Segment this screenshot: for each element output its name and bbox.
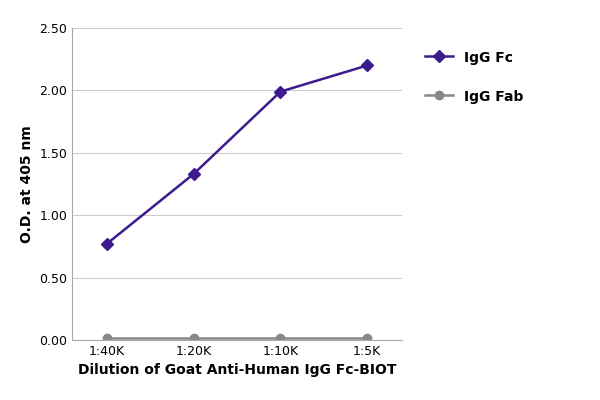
IgG Fc [277, 89, 284, 94]
IgG Fab [103, 335, 110, 340]
Line: IgG Fc: IgG Fc [103, 61, 371, 248]
IgG Fc [364, 63, 371, 68]
IgG Fc [103, 242, 110, 246]
IgG Fab [277, 335, 284, 340]
IgG Fab [190, 335, 197, 340]
IgG Fab [364, 335, 371, 340]
Y-axis label: O.D. at 405 nm: O.D. at 405 nm [20, 125, 34, 243]
Line: IgG Fab: IgG Fab [103, 333, 371, 342]
IgG Fc [190, 172, 197, 176]
Legend: IgG Fc, IgG Fab: IgG Fc, IgG Fab [425, 50, 524, 104]
X-axis label: Dilution of Goat Anti-Human IgG Fc-BIOT: Dilution of Goat Anti-Human IgG Fc-BIOT [78, 364, 396, 378]
